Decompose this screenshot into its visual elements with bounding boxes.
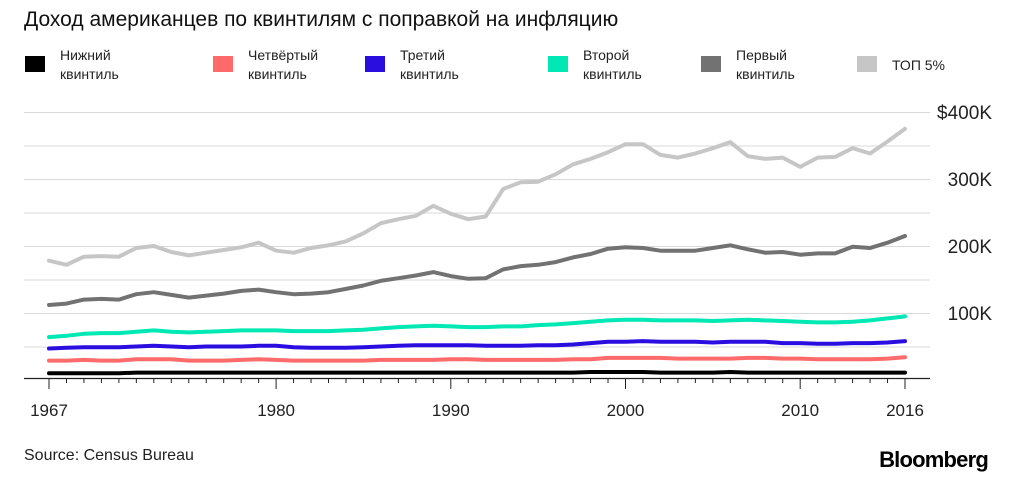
legend-label-line1: Первый bbox=[736, 47, 787, 63]
x-tick-label: 1980 bbox=[257, 401, 295, 420]
legend-label: Второй квинтиль bbox=[583, 46, 703, 84]
legend-swatch-third-quintile bbox=[365, 56, 385, 72]
legend-swatch-bottom-quintile bbox=[25, 56, 45, 72]
x-tick-label: 2000 bbox=[607, 401, 645, 420]
legend-label-line2: квинтиль bbox=[400, 66, 459, 82]
legend-label: Нижний квинтиль bbox=[60, 46, 180, 84]
legend-label-line2: квинтиль bbox=[60, 66, 119, 82]
legend-label-line1: Нижний bbox=[60, 47, 111, 63]
chart-title: Доход американцев по квинтилям с поправк… bbox=[24, 8, 619, 31]
legend-swatch-first-quintile bbox=[701, 56, 721, 72]
series-line bbox=[47, 234, 907, 307]
legend-label: Четвёртый квинтиль bbox=[248, 46, 368, 84]
legend-label-line2: квинтиль bbox=[248, 66, 307, 82]
x-tick-label: 2010 bbox=[781, 401, 819, 420]
series-line bbox=[47, 370, 907, 376]
legend-label-line1: Третий bbox=[400, 47, 445, 63]
line-chart: 100K 200K 300K $400K 1967 1980 1990 2000 2010 20… bbox=[24, 103, 992, 420]
source-note: Source: Census Bureau bbox=[24, 447, 194, 464]
y-tick-label: $400K bbox=[937, 103, 992, 124]
legend-label-line1: Второй bbox=[583, 47, 630, 63]
x-tick-label: 2016 bbox=[886, 401, 924, 420]
legend-swatch-second-quintile bbox=[548, 56, 568, 72]
legend-label-line1: ТОП 5% bbox=[892, 57, 945, 73]
legend-swatch-fourth-quintile bbox=[213, 56, 233, 72]
x-tick-label: 1990 bbox=[432, 401, 470, 420]
x-tick-label: 1967 bbox=[30, 401, 68, 420]
legend-swatch-top-5-percent bbox=[857, 56, 877, 72]
y-tick-label: 200K bbox=[948, 237, 993, 258]
legend-label: Третий квинтиль bbox=[400, 46, 520, 84]
x-axis bbox=[24, 377, 930, 389]
y-axis-labels: 100K 200K 300K $400K bbox=[937, 103, 992, 325]
bloomberg-logo: Bloomberg bbox=[879, 447, 989, 472]
series-lines bbox=[47, 126, 907, 376]
legend-label-line1: Четвёртый bbox=[248, 47, 319, 63]
legend-label: ТОП 5% bbox=[892, 56, 1012, 75]
y-tick-label: 100K bbox=[948, 304, 993, 325]
series-line bbox=[47, 314, 907, 340]
series-line bbox=[47, 339, 907, 351]
x-axis-labels: 1967 1980 1990 2000 2010 2016 bbox=[30, 401, 924, 420]
legend-label: Первый квинтиль bbox=[736, 46, 856, 84]
gridlines bbox=[24, 112, 930, 348]
series-line bbox=[47, 355, 907, 363]
series-line bbox=[47, 126, 907, 267]
legend-label-line2: квинтиль bbox=[583, 66, 642, 82]
y-tick-label: 300K bbox=[948, 170, 993, 191]
legend-label-line2: квинтиль bbox=[736, 66, 795, 82]
